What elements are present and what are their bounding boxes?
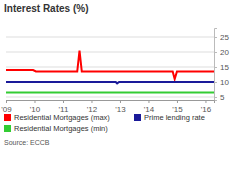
y-tick: 10	[214, 78, 229, 87]
y-tick-mark	[214, 67, 217, 68]
x-tick: '16	[201, 100, 212, 114]
y-axis-line	[215, 29, 218, 101]
grid-line	[6, 82, 214, 83]
x-tick-label: '09	[1, 105, 12, 114]
y-tick: 5	[214, 93, 225, 102]
lines	[6, 51, 214, 93]
x-tick-mark	[6, 100, 7, 103]
y-tick: 20	[214, 48, 229, 57]
legend-item: Prime lending rate	[134, 113, 205, 122]
legend: Residential Mortgages (max) Prime lending…	[4, 113, 205, 133]
grid-line	[6, 97, 214, 98]
x-tick-mark	[63, 100, 64, 103]
x-tick: '11	[59, 100, 69, 114]
x-tick: '13	[115, 100, 126, 114]
legend-item: Residential Mortgages (min)	[4, 124, 108, 133]
legend-swatch	[4, 114, 11, 121]
legend-label: Residential Mortgages (min)	[14, 124, 108, 133]
x-tick-mark	[205, 100, 206, 103]
x-tick-mark	[148, 100, 149, 103]
grid-line	[6, 37, 214, 38]
source: Source: ECCB	[4, 139, 50, 146]
legend-item: Residential Mortgages (max)	[4, 113, 110, 122]
x-tick-mark	[177, 100, 178, 103]
x-tick: '15	[172, 100, 183, 114]
y-tick-label: 10	[220, 78, 229, 87]
chart: Interest Rates (%)510152025'09'10'11'12'…	[0, 0, 250, 180]
x-tick: '14	[144, 100, 155, 114]
x-tick: '10	[30, 100, 41, 114]
y-tick-label: 20	[220, 48, 229, 57]
grid-line	[6, 52, 214, 53]
y-tick: 25	[214, 33, 229, 42]
x-tick: '09	[1, 100, 12, 114]
y-tick-mark	[214, 37, 217, 38]
y-tick: 15	[214, 63, 229, 72]
y-tick-label: 25	[220, 33, 229, 42]
y-tick-mark	[214, 52, 217, 53]
x-tick-label: '13	[115, 105, 126, 114]
x-axis-line	[7, 101, 215, 104]
series-line	[6, 82, 214, 84]
x-tick-mark	[91, 100, 92, 103]
y-tick-label: 5	[220, 93, 225, 102]
title: Interest Rates (%)	[4, 3, 88, 14]
series-line	[6, 51, 214, 80]
legend-label: Residential Mortgages (max)	[14, 113, 110, 122]
legend-label: Prime lending rate	[144, 113, 205, 122]
legend-swatch	[134, 114, 141, 121]
grid	[6, 37, 214, 97]
grid-line	[6, 67, 214, 68]
x-tick: '12	[87, 100, 98, 114]
series-line	[6, 92, 214, 94]
y-tick-mark	[214, 97, 217, 98]
y-tick-label: 15	[220, 63, 229, 72]
legend-swatch	[4, 125, 11, 132]
x-tick-mark	[120, 100, 121, 103]
x-axis: '09 '10 '11 '12 '13 '14 '15 '16	[1, 100, 214, 114]
y-axis: 5 10 15 20 25	[214, 29, 229, 103]
y-tick-mark	[214, 82, 217, 83]
x-tick-mark	[34, 100, 35, 103]
